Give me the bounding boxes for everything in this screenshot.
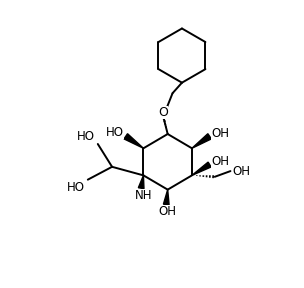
Text: HO: HO xyxy=(77,130,95,143)
Text: HO: HO xyxy=(67,181,85,194)
Polygon shape xyxy=(192,162,211,175)
Text: HO: HO xyxy=(106,126,124,139)
Text: O: O xyxy=(158,106,168,119)
Text: OH: OH xyxy=(212,127,230,140)
Text: OH: OH xyxy=(159,205,177,218)
Text: OH: OH xyxy=(212,155,230,168)
Polygon shape xyxy=(124,134,143,148)
Text: OH: OH xyxy=(232,165,250,178)
Polygon shape xyxy=(138,175,144,189)
Polygon shape xyxy=(164,190,169,205)
Polygon shape xyxy=(192,134,211,148)
Text: NH: NH xyxy=(135,190,152,202)
